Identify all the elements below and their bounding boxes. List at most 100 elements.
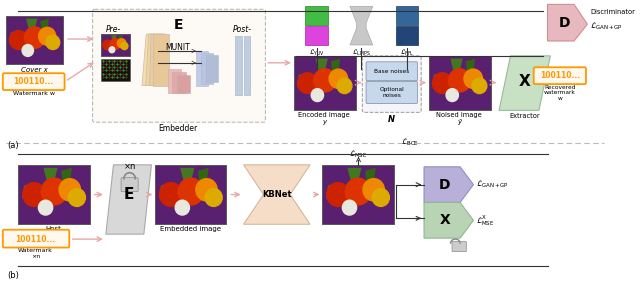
Text: (a): (a) (7, 141, 19, 150)
Text: $\mathcal{L}_{\mathrm{MSE}}$: $\mathcal{L}_{\mathrm{MSE}}$ (349, 148, 368, 160)
Bar (196, 51, 209, 86)
Bar (294, 56, 356, 110)
Bar (323, 165, 394, 224)
Polygon shape (547, 4, 588, 41)
Text: Host: Host (45, 226, 61, 232)
Text: ×n: ×n (31, 254, 40, 259)
Bar (101, 34, 130, 56)
Text: (b): (b) (7, 271, 19, 280)
Bar (101, 59, 130, 81)
Circle shape (311, 89, 324, 101)
Bar (156, 165, 227, 224)
Text: X: X (440, 213, 451, 227)
Polygon shape (198, 168, 209, 183)
Text: X: X (519, 74, 531, 88)
Text: Embedder: Embedder (159, 124, 198, 133)
Polygon shape (316, 59, 328, 71)
Text: Extractor: Extractor (509, 113, 540, 119)
Circle shape (103, 40, 112, 50)
Bar (19, 165, 90, 224)
Polygon shape (244, 165, 310, 224)
Text: $\mathcal{L}_{\mathrm{FFL}}$: $\mathcal{L}_{\mathrm{FFL}}$ (399, 48, 414, 58)
Circle shape (175, 200, 189, 215)
Bar (244, 36, 250, 96)
Circle shape (345, 178, 371, 205)
Bar (305, 6, 328, 25)
Text: Base noises: Base noises (374, 69, 410, 74)
Text: Recovered
watermark
w: Recovered watermark w (544, 85, 576, 101)
Text: Optional
noises: Optional noises (380, 87, 404, 98)
Text: E: E (173, 18, 183, 32)
FancyBboxPatch shape (3, 73, 65, 90)
Bar (156, 165, 227, 224)
Polygon shape (350, 6, 372, 45)
Bar (294, 56, 356, 110)
Circle shape (337, 78, 352, 93)
Circle shape (178, 178, 204, 205)
Bar (101, 34, 130, 56)
Bar (205, 55, 218, 82)
Bar (19, 165, 90, 224)
Bar (396, 6, 419, 25)
Text: $\mathcal{L}_{\mathrm{GAN+GP}}$: $\mathcal{L}_{\mathrm{GAN+GP}}$ (590, 20, 623, 32)
Text: 100110...: 100110... (540, 71, 580, 80)
Polygon shape (102, 41, 109, 48)
Circle shape (24, 27, 45, 48)
Text: $\mathcal{L}_{\mathrm{GAN+GP}}$: $\mathcal{L}_{\mathrm{GAN+GP}}$ (476, 179, 509, 191)
Bar (429, 56, 490, 110)
Text: MUNIT: MUNIT (166, 44, 191, 52)
Polygon shape (451, 59, 463, 71)
Text: 100110...: 100110... (15, 235, 56, 244)
Text: Discriminator: Discriminator (590, 9, 635, 15)
Circle shape (464, 69, 483, 88)
Circle shape (22, 44, 33, 56)
Circle shape (446, 89, 458, 101)
Circle shape (472, 78, 487, 93)
Circle shape (433, 73, 452, 93)
Polygon shape (365, 168, 376, 183)
Circle shape (10, 31, 28, 49)
Text: Noised image: Noised image (436, 112, 482, 118)
Bar (235, 36, 242, 96)
Text: Encoded image: Encoded image (298, 112, 350, 118)
Text: ×n: ×n (124, 162, 136, 171)
Text: Embedded image: Embedded image (160, 226, 221, 232)
Text: ȳ: ȳ (457, 119, 461, 125)
Circle shape (41, 178, 67, 205)
Circle shape (110, 39, 120, 49)
Circle shape (59, 179, 81, 201)
Bar (168, 69, 181, 93)
Text: Watermark: Watermark (18, 248, 53, 253)
Circle shape (298, 73, 317, 93)
Polygon shape (150, 34, 166, 86)
Polygon shape (499, 56, 550, 110)
Text: y: y (323, 119, 326, 125)
Circle shape (68, 189, 86, 206)
FancyBboxPatch shape (534, 67, 586, 84)
Circle shape (23, 183, 45, 206)
Circle shape (196, 179, 217, 201)
Bar (201, 53, 213, 83)
Text: Watermark w: Watermark w (13, 91, 54, 96)
Circle shape (46, 35, 60, 49)
Bar (429, 56, 490, 110)
Polygon shape (44, 168, 58, 181)
Circle shape (372, 189, 389, 206)
Bar (172, 72, 186, 93)
FancyBboxPatch shape (362, 56, 421, 112)
Bar (305, 26, 328, 45)
Text: D: D (559, 16, 570, 30)
Bar (323, 165, 394, 224)
Circle shape (449, 69, 471, 92)
FancyBboxPatch shape (93, 9, 266, 122)
Polygon shape (9, 31, 22, 47)
Bar (177, 75, 190, 93)
Polygon shape (424, 203, 474, 238)
FancyBboxPatch shape (366, 62, 417, 81)
FancyBboxPatch shape (3, 230, 69, 248)
Text: E: E (124, 187, 134, 202)
Text: $\mathcal{L}_{\mathrm{BCE}}$: $\mathcal{L}_{\mathrm{BCE}}$ (401, 136, 419, 148)
Polygon shape (432, 72, 446, 91)
Bar (6, 16, 63, 64)
Polygon shape (180, 168, 195, 181)
